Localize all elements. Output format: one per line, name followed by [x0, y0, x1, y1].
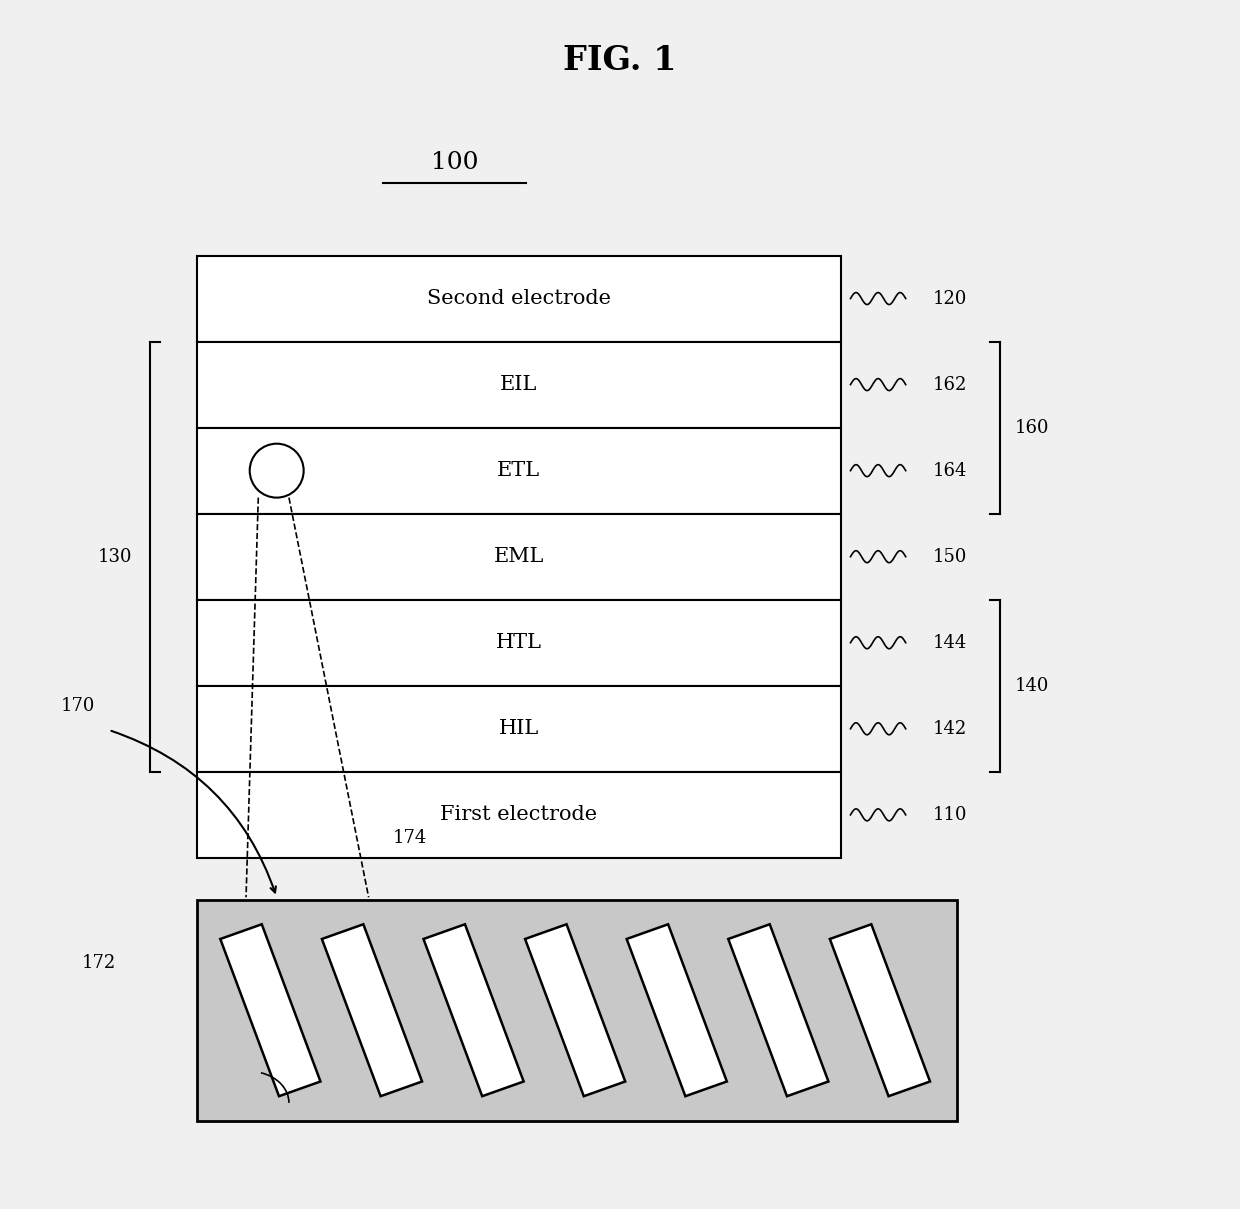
- Text: 164: 164: [932, 462, 967, 480]
- Polygon shape: [322, 924, 422, 1097]
- Text: Second electrode: Second electrode: [427, 289, 611, 308]
- Bar: [197, 600, 841, 686]
- Text: 100: 100: [430, 151, 479, 174]
- Text: EML: EML: [494, 548, 544, 566]
- Text: ETL: ETL: [497, 461, 541, 480]
- Text: 140: 140: [1014, 677, 1049, 695]
- Bar: [197, 771, 841, 858]
- Text: 160: 160: [1014, 418, 1049, 436]
- Text: 120: 120: [932, 289, 967, 307]
- Text: 130: 130: [98, 548, 131, 566]
- Bar: [197, 428, 841, 514]
- Text: First electrode: First electrode: [440, 805, 598, 825]
- Text: 144: 144: [932, 634, 967, 652]
- Bar: [197, 899, 957, 1121]
- Text: FIG. 1: FIG. 1: [563, 45, 677, 77]
- Polygon shape: [626, 924, 727, 1097]
- Polygon shape: [525, 924, 625, 1097]
- Bar: [197, 255, 841, 342]
- Text: EIL: EIL: [500, 375, 537, 394]
- Text: 150: 150: [932, 548, 967, 566]
- Polygon shape: [830, 924, 930, 1097]
- Bar: [197, 342, 841, 428]
- Polygon shape: [424, 924, 523, 1097]
- Text: 142: 142: [932, 719, 967, 737]
- Text: 110: 110: [932, 806, 967, 823]
- Text: 170: 170: [61, 698, 95, 715]
- Bar: [197, 686, 841, 771]
- Text: θ: θ: [293, 1058, 303, 1076]
- Text: 174: 174: [393, 828, 428, 846]
- Text: HTL: HTL: [496, 634, 542, 652]
- Bar: [197, 514, 841, 600]
- Polygon shape: [728, 924, 828, 1097]
- Text: HIL: HIL: [498, 719, 539, 739]
- Polygon shape: [221, 924, 320, 1097]
- Text: 172: 172: [82, 954, 117, 972]
- Text: 162: 162: [932, 376, 967, 394]
